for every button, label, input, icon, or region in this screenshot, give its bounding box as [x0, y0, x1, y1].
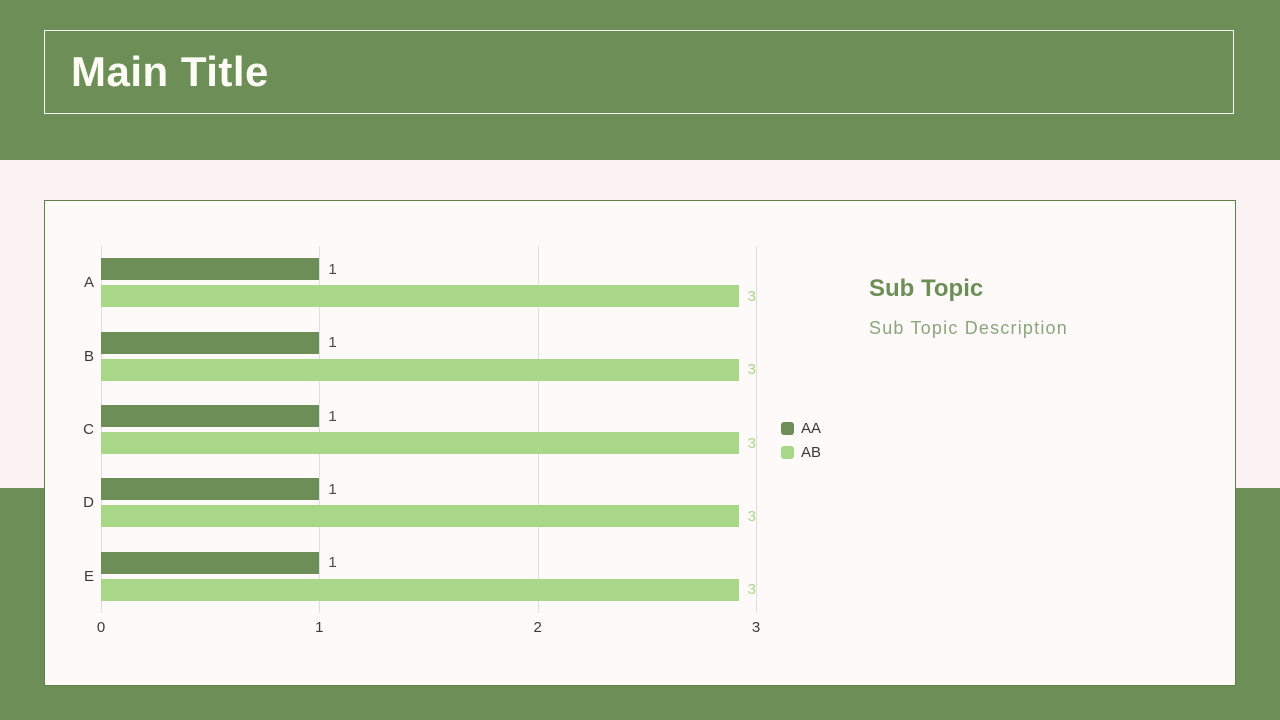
bar-row: 1	[101, 331, 756, 354]
y-axis-category-label: A	[83, 274, 94, 292]
bar-value-label: 1	[328, 407, 337, 425]
x-axis-tick-label: 0	[96, 619, 106, 636]
main-title: Main Title	[71, 48, 269, 95]
x-axis-labels: 0 1 2 3	[97, 619, 760, 639]
bar-row: 3	[101, 432, 756, 455]
bar-ab-d	[101, 505, 739, 528]
y-axis-category-label: B	[83, 347, 94, 365]
bar-value-label: 1	[328, 480, 337, 498]
bar-row: 3	[101, 505, 756, 528]
bar-aa-b	[101, 331, 320, 354]
y-axis-category-label: D	[83, 494, 94, 512]
legend-item-ab: AB	[781, 444, 821, 461]
bar-ab-e	[101, 578, 739, 601]
gridline	[756, 246, 757, 613]
bar-value-label: 3	[747, 287, 756, 305]
bar-row: 1	[101, 478, 756, 501]
legend-swatch	[781, 446, 794, 459]
bar-row: 3	[101, 285, 756, 308]
bar-value-label: 3	[747, 581, 756, 599]
sub-topic-description: Sub Topic Description	[869, 318, 1068, 338]
x-axis-tick-label: 2	[533, 619, 542, 636]
bar-value-label: 3	[747, 434, 756, 452]
sub-topic-title: Sub Topic	[869, 275, 984, 302]
bar-aa-e	[101, 551, 320, 574]
bar-value-label: 1	[328, 554, 337, 572]
bar-value-label: 3	[747, 361, 756, 379]
bar-row: 1	[101, 551, 756, 574]
bar-ab-b	[101, 358, 739, 381]
bar-ab-c	[101, 432, 739, 455]
header-band: Main Title	[0, 0, 1280, 160]
y-axis-category-label: C	[83, 421, 94, 439]
bar-value-label: 1	[328, 260, 337, 278]
bar-row: 3	[101, 578, 756, 601]
chart-legend: AA AB	[781, 420, 821, 461]
legend-label: AA	[801, 420, 822, 437]
gridline	[319, 246, 321, 613]
bar-aa-c	[101, 405, 320, 428]
bar-aa-a	[101, 258, 320, 281]
y-axis-category-label: E	[83, 567, 94, 585]
title-box: Main Title	[44, 30, 1234, 114]
bar-row: 1	[101, 405, 756, 428]
sub-topic-block: Sub Topic Sub Topic Description	[869, 275, 1199, 339]
gridline	[101, 246, 102, 613]
y-axis-labels: A B C D E	[45, 246, 94, 613]
bar-value-label: 1	[328, 334, 337, 352]
bar-row: 3	[101, 358, 756, 381]
bar-value-label: 3	[747, 507, 756, 525]
bar-aa-d	[101, 478, 320, 501]
legend-swatch	[781, 422, 794, 435]
bar-row: 1	[101, 258, 756, 281]
legend-label: AB	[801, 444, 822, 461]
gridline	[537, 246, 539, 613]
legend-item-aa: AA	[781, 420, 821, 437]
x-axis-tick-label: 3	[751, 619, 761, 636]
bar-ab-a	[101, 285, 739, 308]
x-axis-tick-label: 1	[315, 619, 324, 636]
